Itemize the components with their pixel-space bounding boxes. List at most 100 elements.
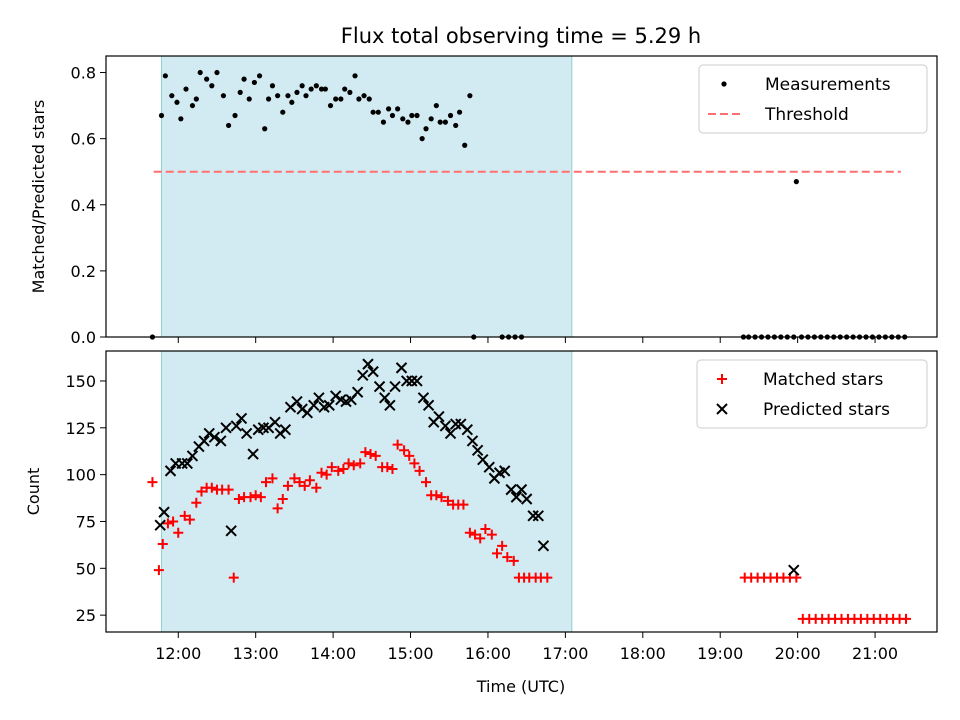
data-point [232, 112, 238, 119]
data-point [348, 460, 359, 471]
top-y-tick-label: 0.8 [71, 64, 96, 83]
data-point [154, 519, 166, 531]
x-tick-label: 16:00 [465, 644, 511, 663]
data-point [360, 447, 371, 458]
data-point [157, 538, 168, 549]
data-point [788, 564, 800, 576]
bottom-axes-frame [105, 350, 938, 633]
data-point [449, 418, 462, 430]
data-point [204, 76, 210, 82]
data-point [289, 99, 295, 105]
data-point [162, 518, 173, 529]
data-point [321, 469, 332, 480]
top-legend: Measurements Threshold [698, 64, 928, 134]
data-point [220, 422, 232, 434]
data-point [456, 109, 463, 115]
data-point [480, 523, 491, 534]
bottom-y-tick-label: 75 [76, 512, 96, 531]
data-point [282, 480, 293, 491]
data-point [246, 96, 252, 102]
data-point [502, 552, 513, 563]
data-point [442, 119, 448, 125]
data-point [409, 458, 420, 469]
bottom-series-predicted-stars [154, 358, 800, 576]
data-point [380, 119, 387, 125]
data-point [409, 112, 415, 119]
bottom-series-matched-stars [147, 439, 912, 624]
data-point [505, 483, 517, 496]
data-point [245, 492, 256, 503]
data-point [347, 89, 353, 95]
data-point [399, 445, 410, 456]
data-point [228, 572, 239, 583]
data-point [326, 462, 337, 473]
data-point [414, 465, 425, 476]
data-point [422, 399, 435, 412]
legend-marker [717, 374, 727, 384]
data-point [329, 390, 342, 402]
data-point [240, 427, 253, 440]
bottom-legend: Matched stars Predicted stars [696, 359, 928, 429]
data-point [421, 477, 432, 488]
data-point [162, 73, 168, 79]
x-tick-label: 20:00 [775, 644, 821, 663]
top-axes-frame [105, 55, 938, 338]
data-point [237, 89, 243, 95]
bottom-y-tick-label: 100 [65, 466, 96, 485]
legend-label: Predicted stars [763, 400, 890, 420]
data-point [537, 540, 550, 552]
data-point [220, 93, 227, 99]
data-point [255, 492, 266, 503]
data-point [275, 93, 281, 99]
data-point [406, 375, 418, 387]
data-point [436, 492, 447, 503]
data-point [174, 99, 180, 105]
data-point [147, 477, 158, 488]
data-point [289, 473, 300, 484]
data-point [338, 96, 344, 102]
top-y-tick-label: 0.6 [71, 130, 96, 149]
x-tick-label: 12:00 [155, 644, 201, 663]
data-point [384, 399, 396, 412]
data-point [428, 116, 434, 122]
data-point [265, 96, 272, 102]
bottom-y-tick-label: 150 [65, 372, 96, 391]
data-point [233, 493, 244, 504]
legend-box [698, 64, 928, 134]
data-point [158, 112, 165, 119]
data-point [197, 69, 203, 76]
data-point [483, 461, 495, 473]
bottom-shaded-region [160, 350, 573, 633]
data-point [351, 386, 364, 398]
data-point [158, 506, 170, 518]
data-point [901, 613, 912, 624]
x-tick-label: 18:00 [620, 644, 666, 663]
data-point [214, 69, 220, 76]
data-point [209, 83, 215, 89]
data-point [333, 96, 339, 102]
data-point [357, 369, 369, 382]
data-point [316, 467, 327, 478]
data-point [367, 365, 379, 378]
data-point [308, 399, 320, 412]
data-point [365, 449, 376, 460]
data-point [400, 375, 413, 387]
data-point [470, 529, 481, 540]
top-shaded-region [160, 55, 573, 338]
data-point [235, 412, 248, 425]
data-point [168, 516, 179, 527]
data-point [453, 122, 459, 129]
data-point [343, 458, 354, 469]
x-tick-label: 21:00 [852, 644, 898, 663]
data-point [375, 109, 381, 115]
data-point [400, 116, 406, 122]
data-point [269, 416, 281, 428]
data-point [389, 112, 396, 119]
data-point [395, 362, 408, 374]
data-point [437, 119, 443, 125]
data-point [361, 93, 367, 99]
data-point [392, 439, 403, 450]
data-point [206, 482, 217, 493]
data-point [382, 462, 393, 473]
